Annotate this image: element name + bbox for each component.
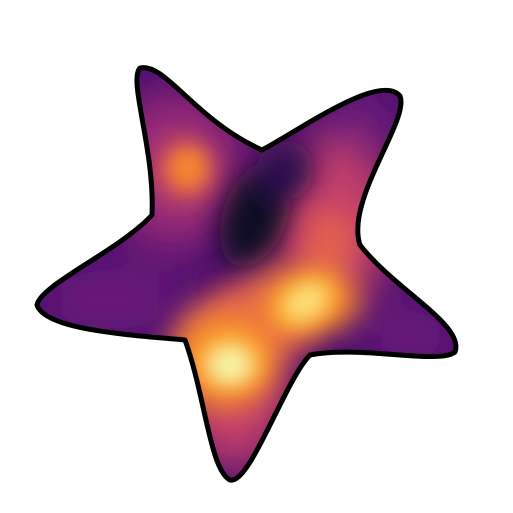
warm-spot-right (305, 210, 355, 270)
heat-zone-left-arm (40, 270, 180, 330)
brightest-spot-lower (210, 348, 250, 382)
dark-core-extension (257, 140, 313, 200)
brightest-spot-right (287, 286, 325, 318)
hot-spot-top-left (170, 148, 206, 188)
star-outline (34, 65, 459, 483)
heat-zone-right-tip (360, 310, 456, 360)
